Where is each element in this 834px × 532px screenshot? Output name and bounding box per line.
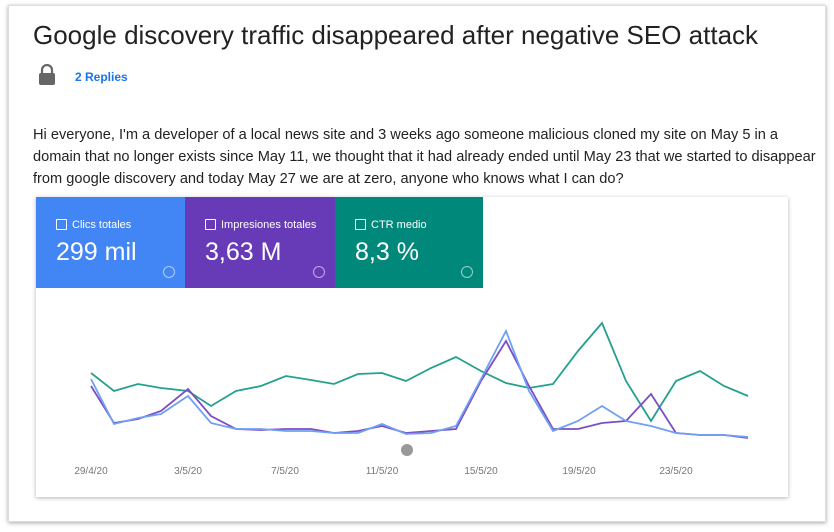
date-label: 7/5/20	[271, 466, 299, 477]
metric-value: 3,63 M	[205, 238, 282, 266]
date-label: 11/5/20	[366, 466, 399, 477]
metric-value: 8,3 %	[355, 238, 419, 266]
date-label: 3/5/20	[174, 466, 202, 477]
metric-label: CTR medio	[371, 219, 427, 231]
metric-label: Impresiones totales	[221, 219, 317, 231]
date-label: 23/5/20	[659, 466, 693, 477]
date-label: 19/5/20	[562, 466, 596, 477]
post-card: Google discovery traffic disappeared aft…	[8, 5, 826, 522]
ctr-line	[90, 321, 749, 423]
metric-tile: Clics totales 299 mil	[36, 197, 185, 288]
lock-icon	[39, 64, 55, 85]
metric-tile: CTR medio 8,3 %	[335, 197, 483, 288]
post-body: Hi everyone, I'm a developer of a local …	[33, 127, 816, 187]
metric-value: 299 mil	[56, 238, 137, 266]
annotation-marker[interactable]	[401, 444, 413, 456]
metric-label: Clics totales	[72, 219, 132, 231]
replies-link[interactable]: 2 Replies	[75, 70, 128, 84]
date-label: 15/5/20	[464, 466, 498, 477]
post-title: Google discovery traffic disappeared aft…	[33, 20, 759, 50]
metric-tile: Impresiones totales 3,63 M	[185, 197, 335, 288]
date-label: 29/4/20	[74, 466, 108, 477]
clicks-line	[90, 328, 749, 438]
chart-lines: 29/4/20 3/5/20 7/5/20 11/5/20 15/5/20 19/5/20…	[74, 321, 749, 477]
impressions-line	[90, 339, 749, 439]
report-image: Clics totales 299 mil Impresiones totales…	[36, 197, 788, 497]
